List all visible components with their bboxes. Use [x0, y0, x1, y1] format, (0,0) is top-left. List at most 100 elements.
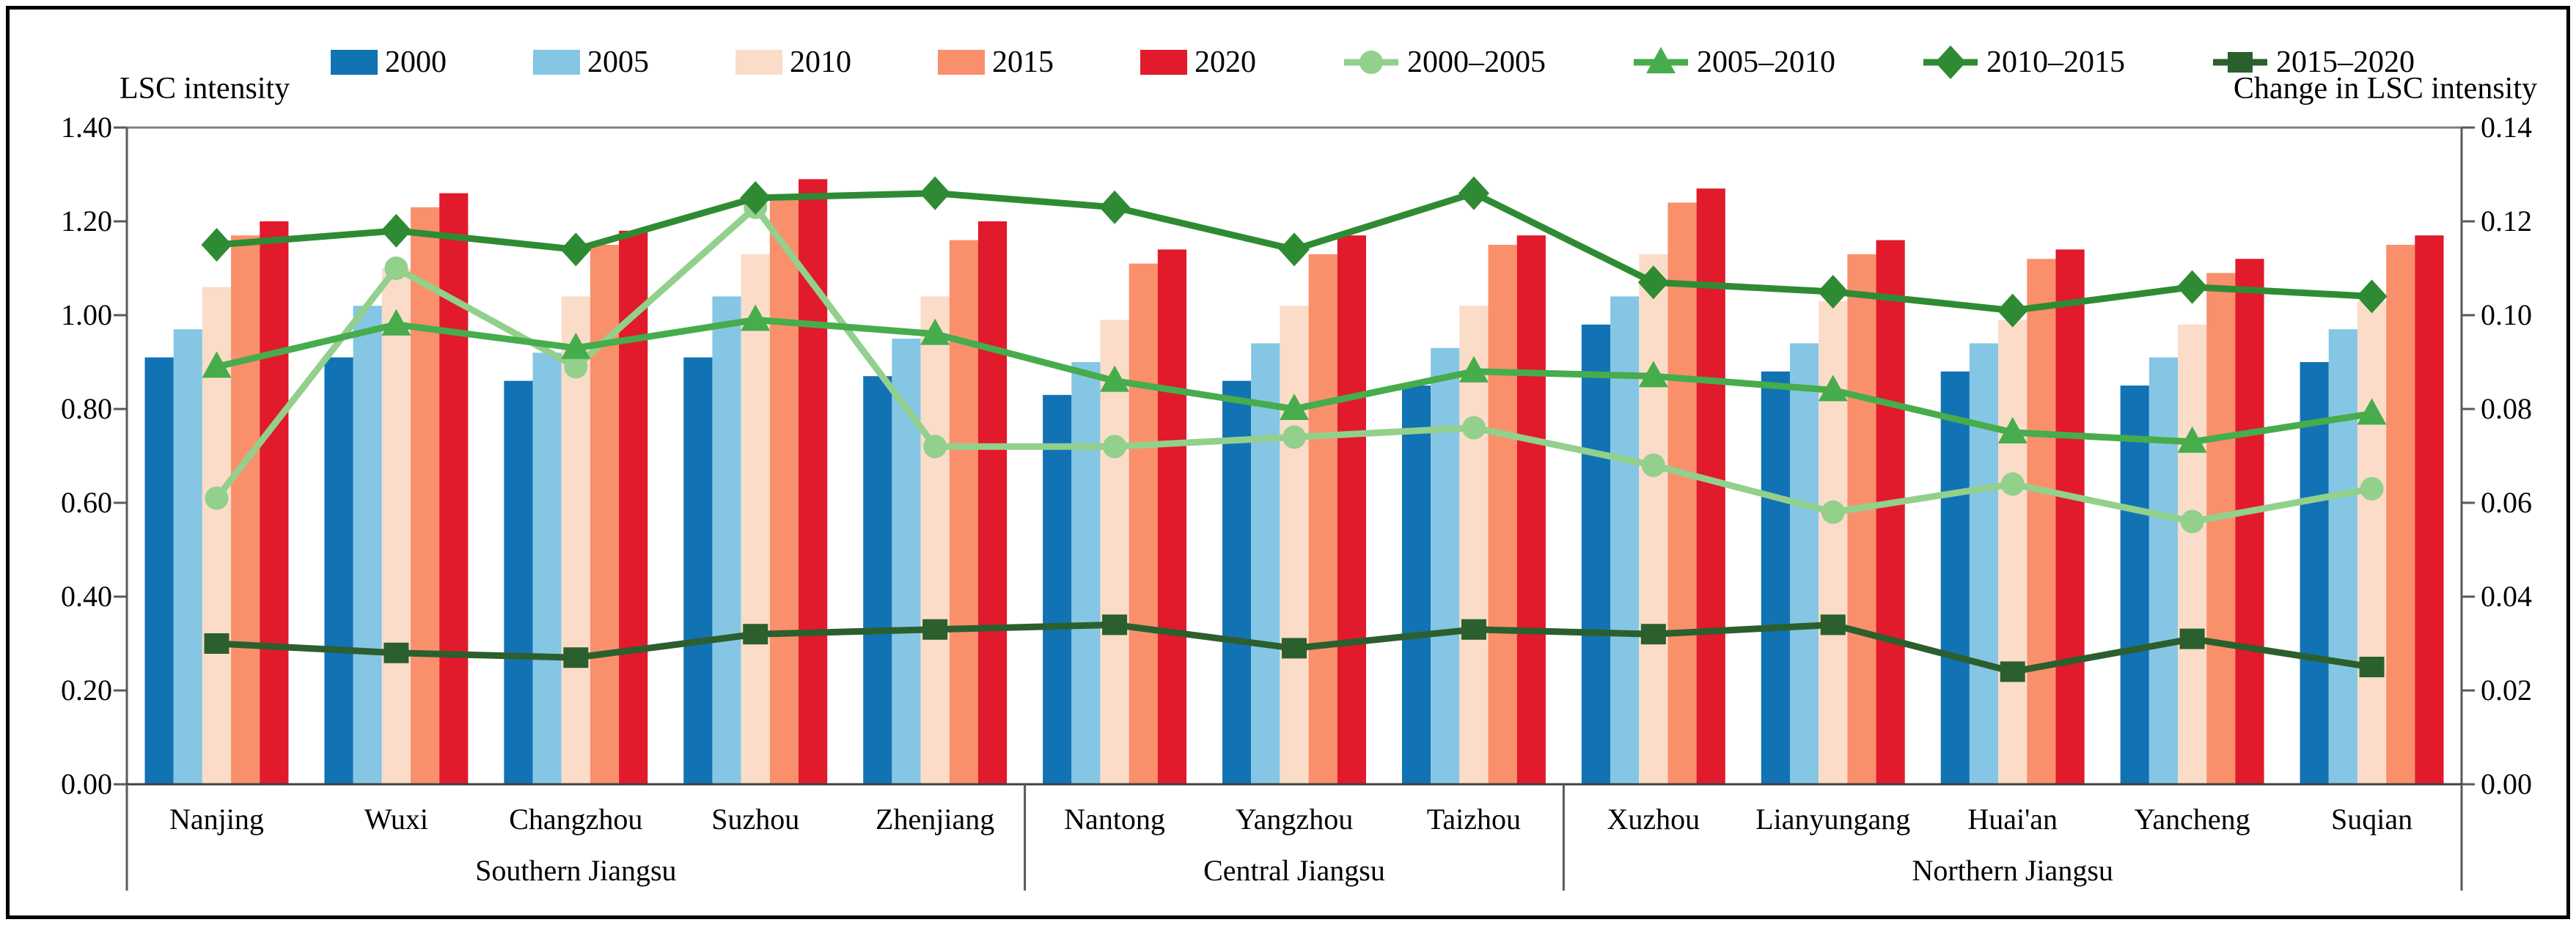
legend-square-line-icon — [2213, 52, 2267, 73]
square-marker — [384, 642, 409, 663]
circle-marker — [923, 435, 947, 459]
city-label-nanjing: Nanjing — [169, 803, 264, 836]
bar-2020-Nanjing — [260, 221, 289, 784]
bar-2000-Changzhou — [504, 380, 533, 784]
square-marker — [1102, 614, 1128, 635]
right-axis-tick: 0.04 — [2481, 580, 2532, 613]
bar-2005-Lianyungang — [1789, 343, 1819, 784]
diamond-marker — [201, 228, 232, 262]
legend-label: 2005 — [587, 45, 649, 79]
square-marker — [563, 647, 589, 668]
diamond-marker — [740, 181, 771, 215]
city-label-taizhou: Taizhou — [1426, 803, 1522, 836]
right-axis-title: Change in LSC intensity — [2233, 72, 2537, 106]
square-marker — [2179, 628, 2205, 649]
legend-label: 2010 — [790, 45, 851, 79]
bar-2005-Nantong — [1071, 362, 1101, 784]
legend-swatch-2000 — [331, 50, 378, 75]
bar-2015-Xuzhou — [1667, 202, 1697, 784]
city-label-zhenjiang: Zhenjiang — [876, 803, 995, 836]
square-marker — [1820, 614, 1846, 635]
legend-item-2020: 2020 — [1140, 45, 1256, 80]
legend-swatch-2015 — [938, 50, 985, 75]
legend-swatch-2020 — [1140, 50, 1187, 75]
legend-swatch-2005 — [533, 50, 580, 75]
bar-2005-Suqian — [2328, 329, 2357, 784]
circle-marker — [2000, 472, 2025, 496]
group-label-southern: Southern Jiangsu — [475, 854, 677, 887]
bar-2010-Yangzhou — [1280, 306, 1309, 784]
diamond-marker — [1817, 275, 1849, 309]
bar-series-2005 — [173, 296, 2357, 785]
triangle-marker — [2177, 426, 2207, 453]
diamond-marker — [2356, 279, 2388, 314]
legend-label: 2000–2005 — [1407, 45, 1546, 79]
right-axis-tick: 0.00 — [2481, 767, 2532, 800]
left-axis-tick: 1.20 — [61, 204, 112, 237]
legend-label: 2005–2010 — [1697, 45, 1835, 79]
triangle-marker — [1458, 355, 1489, 383]
group-label-northern: Northern Jiangsu — [1912, 854, 2113, 887]
diamond-marker — [1935, 45, 1966, 79]
triangle-marker — [381, 309, 411, 336]
triangle-marker — [561, 332, 591, 359]
diamond-marker — [1637, 265, 1669, 300]
bar-2000-Yangzhou — [1222, 380, 1252, 784]
bar-2010-Wuxi — [381, 268, 411, 784]
triangle-marker — [1646, 47, 1676, 73]
bar-2015-Wuxi — [410, 207, 440, 784]
left-axis-tick: 0.20 — [61, 674, 112, 707]
triangle-marker — [2357, 398, 2387, 425]
square-marker — [1640, 624, 1666, 645]
bar-2020-Lianyungang — [1876, 240, 1905, 785]
bar-2005-Huai'an — [1969, 343, 1999, 784]
bar-2015-Zhenjiang — [949, 240, 978, 785]
square-marker — [1282, 638, 1307, 659]
circle-marker — [384, 257, 408, 280]
bar-2020-Yancheng — [2235, 259, 2264, 784]
bar-series-2015 — [231, 198, 2415, 785]
legend-item-diamond-line: 2010–2015 — [1922, 45, 2125, 80]
bar-2015-Nantong — [1129, 263, 1158, 785]
bar-2020-Nantong — [1157, 249, 1187, 784]
triangle-marker — [1997, 417, 2028, 443]
bar-2015-Suqian — [2386, 245, 2415, 784]
bar-2000-Nanjing — [144, 357, 174, 785]
left-axis-tick: 0.60 — [61, 486, 112, 519]
legend-label: 2015–2020 — [2276, 45, 2415, 79]
city-label-yangzhou: Yangzhou — [1235, 803, 1354, 836]
circle-marker — [1103, 435, 1127, 459]
bar-2015-Changzhou — [590, 245, 620, 784]
bar-2005-Nanjing — [173, 329, 202, 784]
bar-2020-Yangzhou — [1337, 235, 1366, 784]
bar-series-2020 — [260, 179, 2444, 785]
bar-2010-Suqian — [2357, 301, 2387, 784]
right-axis-tick: 0.10 — [2481, 298, 2532, 331]
square-marker — [1461, 619, 1486, 640]
city-label-lianyungang: Lianyungang — [1755, 803, 1911, 836]
legend-diamond-line-icon — [1923, 45, 1978, 79]
triangle-marker — [1100, 365, 1130, 392]
bar-2005-Suzhou — [712, 296, 741, 784]
legend-item-2015: 2015 — [938, 45, 1054, 80]
square-marker — [204, 633, 230, 654]
bar-2005-Wuxi — [353, 306, 382, 784]
diamond-marker — [1279, 232, 1310, 267]
circle-marker — [1641, 453, 1665, 477]
diamond-marker — [1458, 176, 1489, 210]
plot-area — [114, 126, 2475, 891]
square-marker — [2359, 657, 2385, 677]
bar-2000-Lianyungang — [1761, 371, 1790, 784]
square-marker — [2228, 52, 2253, 73]
bar-2015-Suzhou — [769, 198, 799, 784]
bar-2015-Yangzhou — [1308, 254, 1337, 784]
bar-2015-Huai'an — [2027, 259, 2056, 784]
right-axis-tick: 0.12 — [2481, 204, 2532, 237]
line-series-2015–2020 — [204, 614, 2385, 682]
triangle-marker — [1638, 361, 1668, 388]
circle-marker — [1461, 416, 1486, 440]
square-marker — [743, 624, 768, 645]
diamond-marker — [1997, 293, 2028, 328]
diamond-marker — [920, 176, 951, 210]
